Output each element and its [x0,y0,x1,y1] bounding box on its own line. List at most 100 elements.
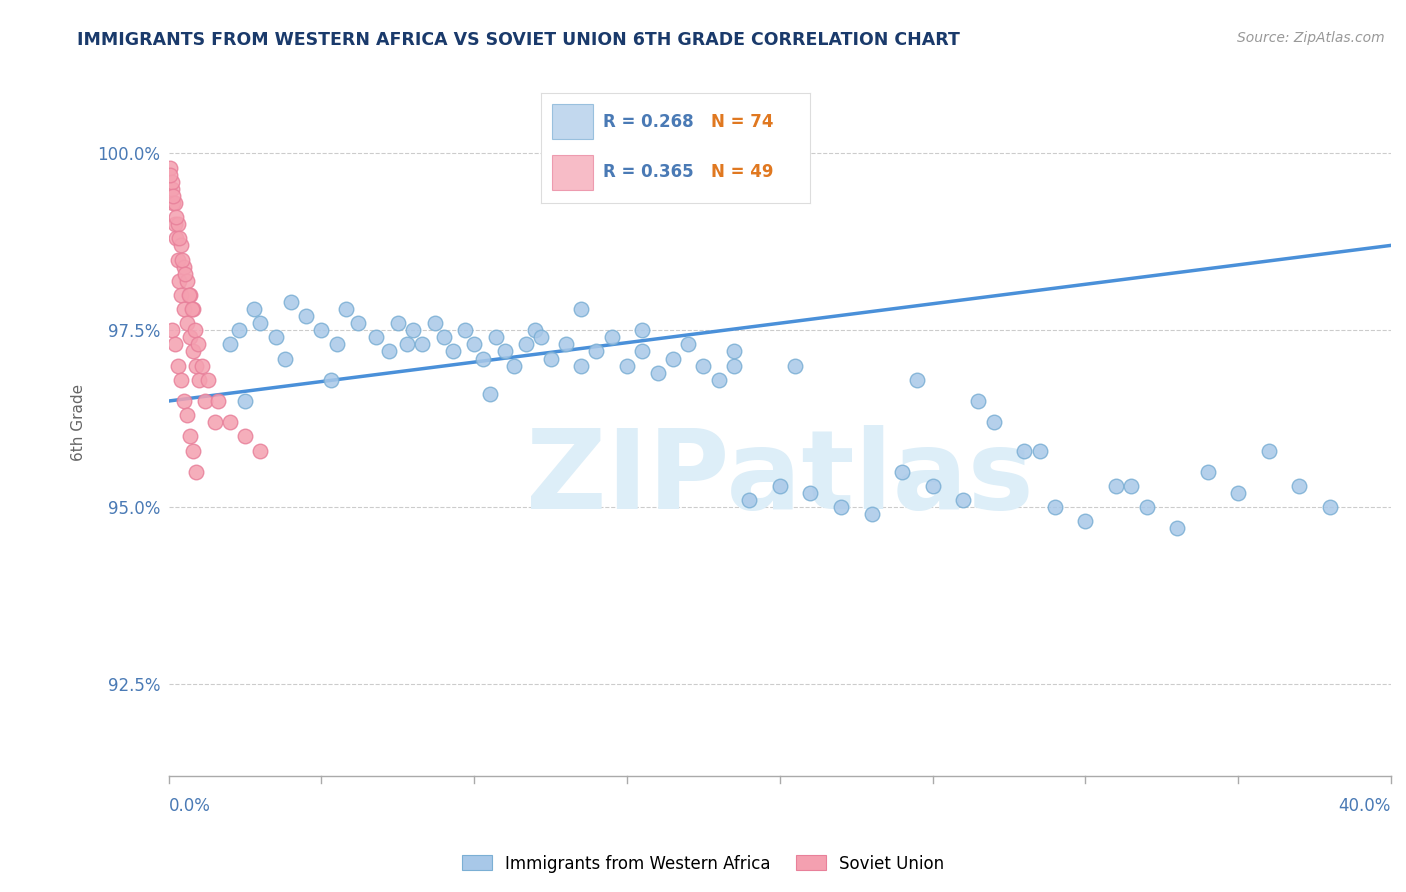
Point [433,330,456,344]
Point [179,429,201,443]
Point [676,337,699,351]
Point [402,323,425,337]
Point [423,316,446,330]
Point [952,493,974,508]
Point [569,359,592,373]
Point [1028,443,1050,458]
Point [366,330,388,344]
Text: 40.0%: 40.0% [1339,797,1391,815]
Point [165,210,187,224]
Point [395,337,418,351]
Point [441,344,464,359]
Point [485,330,508,344]
Point [183,323,205,337]
Point [274,351,297,366]
Point [173,301,195,316]
Point [169,274,191,288]
Point [1043,500,1066,515]
Point [311,323,333,337]
Point [295,309,318,323]
Point [197,373,219,387]
Point [1121,479,1143,493]
Point [174,267,197,281]
Point [173,394,195,409]
Point [983,415,1005,429]
Point [264,330,287,344]
Point [181,301,204,316]
Point [188,373,211,387]
Point [1257,443,1279,458]
Point [163,196,186,211]
Point [515,337,537,351]
Point [177,288,200,302]
Point [569,301,592,316]
Point [1135,500,1157,515]
Point [187,337,209,351]
Point [530,330,553,344]
Point [159,168,181,182]
Point [585,344,607,359]
Point [181,443,204,458]
Point [769,479,792,493]
Point [540,351,562,366]
Point [1197,465,1219,479]
Point [1074,514,1097,528]
Point [207,394,229,409]
Point [377,344,399,359]
Point [233,429,256,443]
Point [179,330,201,344]
Point [194,394,217,409]
Point [163,337,186,351]
Point [1319,500,1341,515]
Point [166,359,188,373]
Point [170,373,193,387]
Point [692,359,714,373]
Point [176,316,198,330]
Point [186,359,208,373]
Point [172,252,194,267]
Point [738,493,761,508]
Point [387,316,409,330]
Point [494,344,516,359]
Point [159,161,181,175]
Point [631,323,654,337]
Point [162,189,184,203]
Point [463,337,485,351]
Point [173,260,195,274]
Point [176,274,198,288]
Point [170,238,193,252]
Point [280,295,302,310]
Point [181,344,204,359]
Point [160,182,183,196]
Text: IMMIGRANTS FROM WESTERN AFRICA VS SOVIET UNION 6TH GRADE CORRELATION CHART: IMMIGRANTS FROM WESTERN AFRICA VS SOVIET… [77,31,960,49]
Point [249,316,271,330]
Point [179,288,201,302]
Point [967,394,990,409]
Point [503,359,526,373]
Point [723,359,745,373]
Point [921,479,943,493]
Point [662,351,685,366]
Point [180,301,202,316]
Point [218,337,240,351]
Point [472,351,495,366]
Point [1105,479,1128,493]
Point [860,507,883,521]
Point [454,323,477,337]
Point [616,359,638,373]
Point [166,252,188,267]
Point [830,500,852,515]
Point [555,337,578,351]
Point [347,316,370,330]
Point [335,301,357,316]
Point [478,387,501,401]
Point [319,373,342,387]
Y-axis label: 6th Grade: 6th Grade [72,384,86,461]
Point [191,359,214,373]
Point [160,323,183,337]
Point [1227,486,1250,500]
Point [186,465,208,479]
Point [165,231,187,245]
Point [631,344,654,359]
Point [162,196,184,211]
